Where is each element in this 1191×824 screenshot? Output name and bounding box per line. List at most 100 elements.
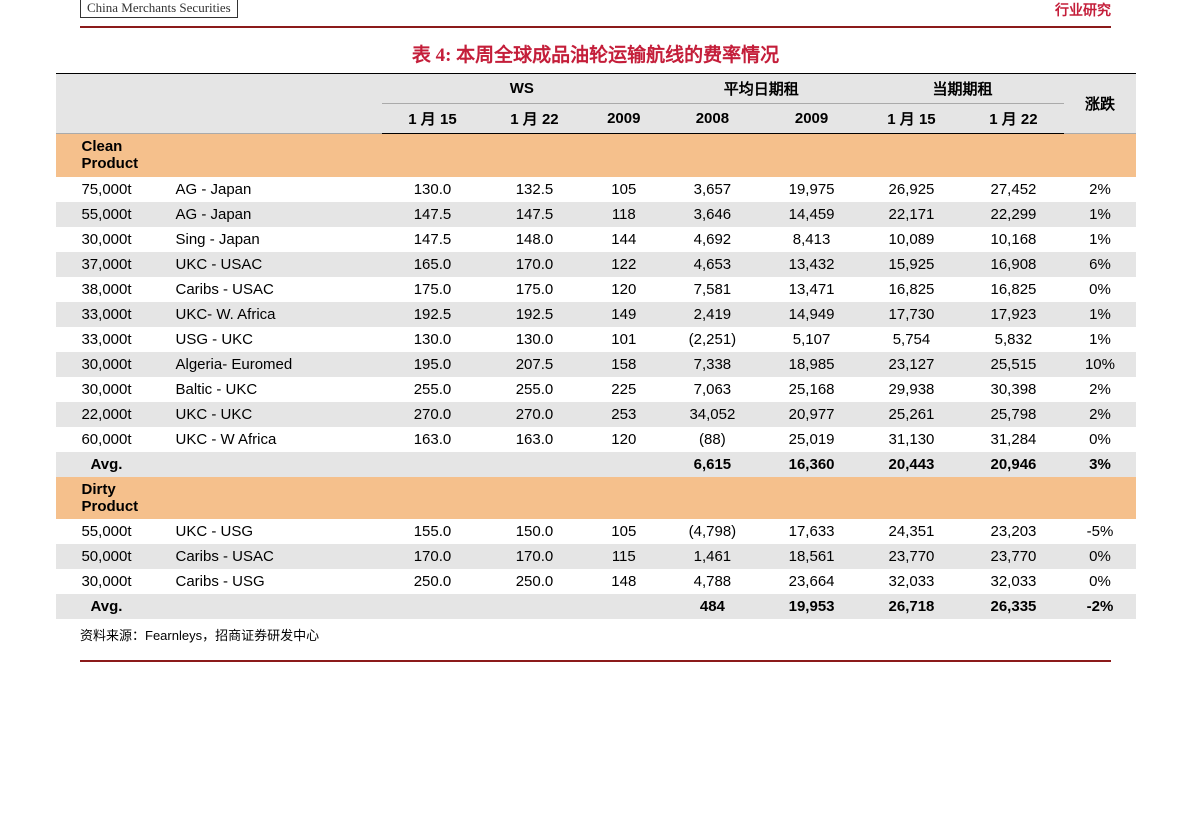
table-cell: 23,770: [962, 544, 1064, 569]
table-cell: 29,938: [860, 377, 962, 402]
table-cell: 7,581: [662, 277, 763, 302]
table-cell: 22,171: [860, 202, 962, 227]
col-sub: 1 月 15: [860, 104, 962, 134]
table-cell: 16,908: [962, 252, 1064, 277]
table-cell: 25,798: [962, 402, 1064, 427]
table-cell: 270.0: [382, 402, 484, 427]
table-cell: (4,798): [662, 519, 763, 544]
table-cell: 115: [585, 544, 662, 569]
table-cell: 22,000t: [56, 402, 158, 427]
col-group-avg: 平均日期租: [662, 74, 860, 104]
table-title: 表 4: 本周全球成品油轮运输航线的费率情况: [0, 40, 1191, 67]
table-cell: 23,127: [860, 352, 962, 377]
table-cell: 144: [585, 227, 662, 252]
table-cell: 20,443: [860, 452, 962, 477]
table-cell: Sing - Japan: [158, 227, 382, 252]
table-cell: 3,646: [662, 202, 763, 227]
table-cell: [158, 594, 382, 619]
table-cell: 2%: [1064, 177, 1135, 202]
table-cell: Avg.: [56, 452, 158, 477]
table-cell: 7,063: [662, 377, 763, 402]
table-cell: 255.0: [483, 377, 585, 402]
table-cell: 122: [585, 252, 662, 277]
table-cell: UKC - USAC: [158, 252, 382, 277]
table-cell: 18,561: [763, 544, 861, 569]
table-cell: 253: [585, 402, 662, 427]
table-cell: 23,203: [962, 519, 1064, 544]
col-sub: 2009: [763, 104, 861, 134]
table-cell: 4,692: [662, 227, 763, 252]
table-cell: AG - Japan: [158, 177, 382, 202]
table-cell: 7,338: [662, 352, 763, 377]
table-cell: 130.0: [382, 327, 484, 352]
table-cell: 22,299: [962, 202, 1064, 227]
table-cell: (2,251): [662, 327, 763, 352]
table-cell: Caribs - USAC: [158, 277, 382, 302]
table-cell: 23,770: [860, 544, 962, 569]
table-cell: 484: [662, 594, 763, 619]
table-cell: 6,615: [662, 452, 763, 477]
table-cell: 158: [585, 352, 662, 377]
table-cell: 37,000t: [56, 252, 158, 277]
table-cell: 148: [585, 569, 662, 594]
table-cell: 25,168: [763, 377, 861, 402]
table-cell: 147.5: [382, 202, 484, 227]
table-cell: 150.0: [483, 519, 585, 544]
table-cell: 30,000t: [56, 227, 158, 252]
table-cell: 3,657: [662, 177, 763, 202]
table-cell: 20,977: [763, 402, 861, 427]
table-cell: 26,335: [962, 594, 1064, 619]
table-cell: 13,471: [763, 277, 861, 302]
table-cell: -2%: [1064, 594, 1135, 619]
table-cell: 2%: [1064, 402, 1135, 427]
table-cell: [585, 452, 662, 477]
table-cell: 31,284: [962, 427, 1064, 452]
table-cell: 105: [585, 519, 662, 544]
col-group-spot: 当期期租: [860, 74, 1064, 104]
table-cell: 155.0: [382, 519, 484, 544]
table-cell: 2,419: [662, 302, 763, 327]
table-cell: 1%: [1064, 202, 1135, 227]
table-cell: 16,825: [962, 277, 1064, 302]
table-cell: 1%: [1064, 302, 1135, 327]
table-cell: 5,754: [860, 327, 962, 352]
table-cell: 16,360: [763, 452, 861, 477]
table-cell: [483, 452, 585, 477]
table-cell: 5,832: [962, 327, 1064, 352]
table-cell: 17,633: [763, 519, 861, 544]
table-cell: Caribs - USAC: [158, 544, 382, 569]
table-cell: 24,351: [860, 519, 962, 544]
table-cell: 27,452: [962, 177, 1064, 202]
table-cell: Caribs - USG: [158, 569, 382, 594]
table-cell: Avg.: [56, 594, 158, 619]
table-cell: 170.0: [483, 544, 585, 569]
col-sub: 1 月 22: [962, 104, 1064, 134]
table-cell: 18,985: [763, 352, 861, 377]
doc-category: 行业研究: [1055, 0, 1111, 20]
table-cell: 26,925: [860, 177, 962, 202]
table-cell: 163.0: [382, 427, 484, 452]
table-cell: AG - Japan: [158, 202, 382, 227]
table-cell: 55,000t: [56, 519, 158, 544]
table-cell: 170.0: [382, 544, 484, 569]
table-cell: 26,718: [860, 594, 962, 619]
table-cell: 30,000t: [56, 569, 158, 594]
table-cell: 6%: [1064, 252, 1135, 277]
table-cell: 192.5: [483, 302, 585, 327]
table-cell: UKC - UKC: [158, 402, 382, 427]
table-cell: 1,461: [662, 544, 763, 569]
table-cell: 4,653: [662, 252, 763, 277]
col-sub: 1 月 15: [382, 104, 484, 134]
table-cell: 130.0: [382, 177, 484, 202]
table-cell: [585, 594, 662, 619]
table-cell: 32,033: [860, 569, 962, 594]
table-cell: (88): [662, 427, 763, 452]
table-cell: 2%: [1064, 377, 1135, 402]
table-cell: UKC- W. Africa: [158, 302, 382, 327]
col-sub: 1 月 22: [483, 104, 585, 134]
table-cell: Baltic - UKC: [158, 377, 382, 402]
col-group-ws: WS: [382, 74, 663, 104]
table-cell: 10,168: [962, 227, 1064, 252]
table-cell: 15,925: [860, 252, 962, 277]
table-cell: 130.0: [483, 327, 585, 352]
